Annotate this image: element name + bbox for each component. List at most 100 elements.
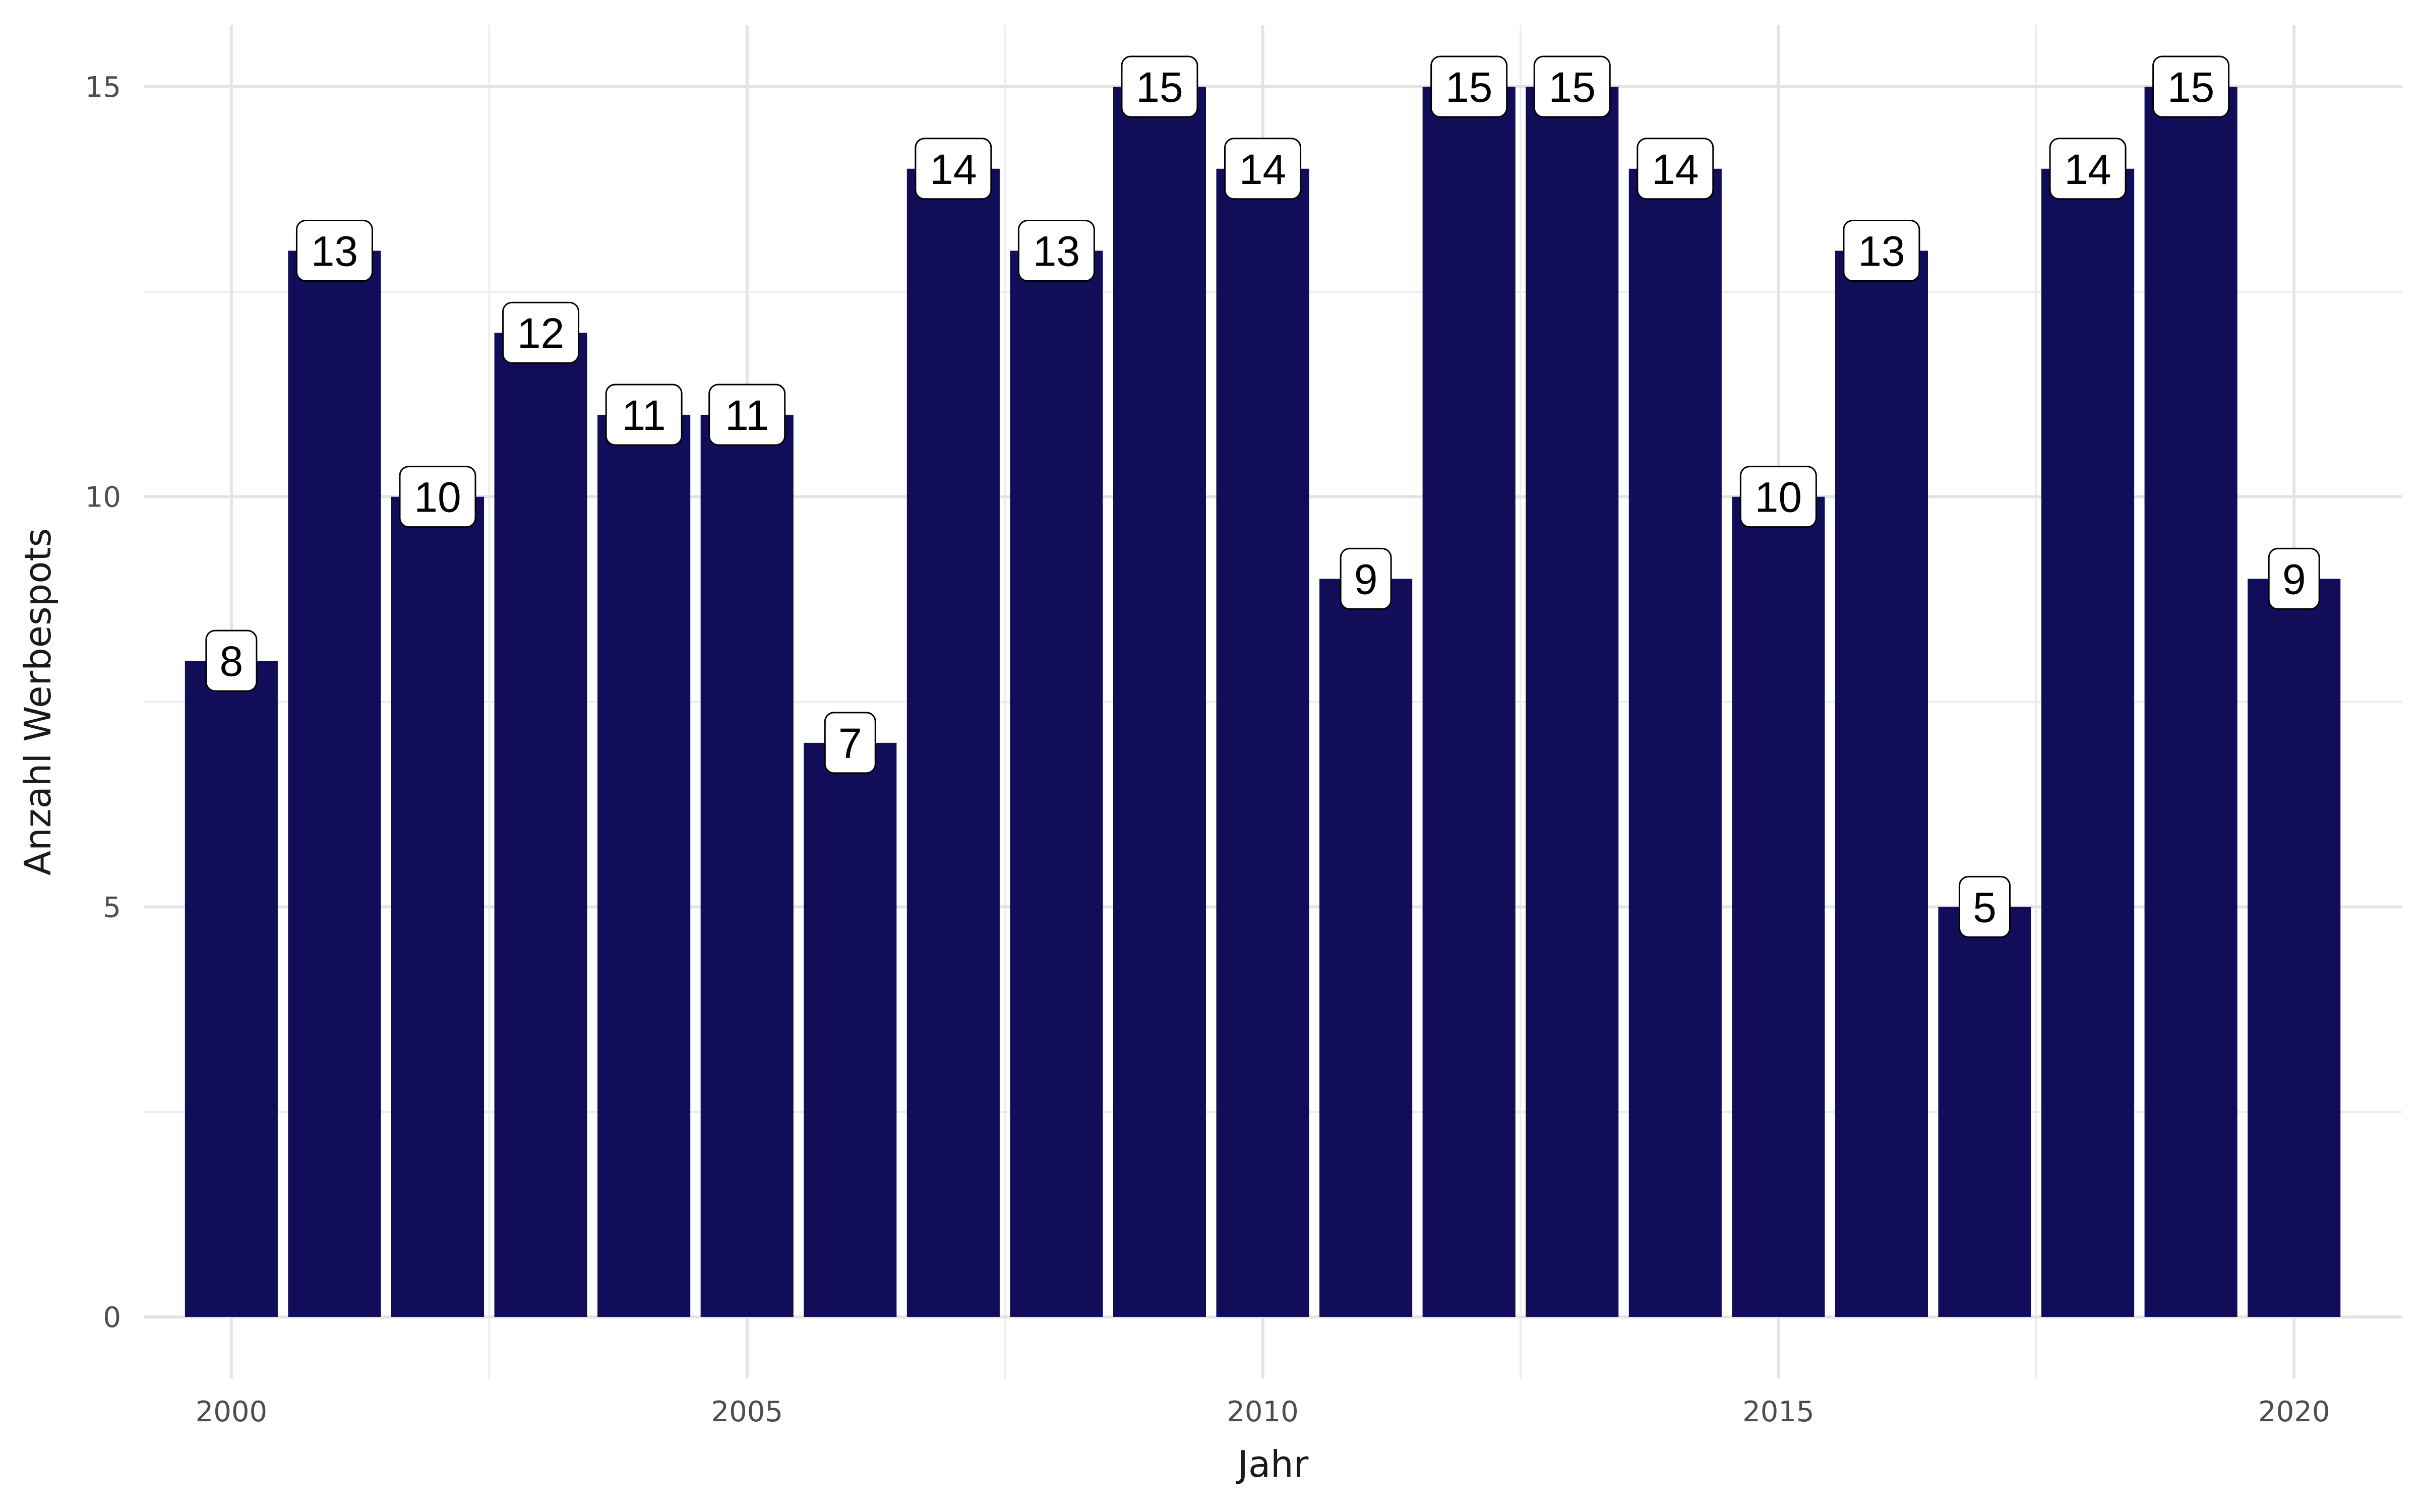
data-label-text: 13 bbox=[1033, 228, 1080, 275]
data-label-box bbox=[295, 220, 373, 282]
data-labels: 8 13 10 12 11 11 7 14 13 15 14 9 15 15 14 10 13 5 14 15 9 bbox=[205, 55, 2320, 938]
bar-2004 bbox=[597, 414, 691, 1317]
data-label-2003: 12 bbox=[502, 301, 580, 364]
data-label-box bbox=[2268, 547, 2320, 610]
x-tick-label: 2020 bbox=[2258, 1396, 2330, 1428]
y-tick-label: 10 bbox=[85, 481, 121, 514]
data-label-2004: 11 bbox=[605, 384, 683, 446]
data-label-box bbox=[1843, 220, 1920, 282]
bar-2017 bbox=[1938, 907, 2031, 1317]
bar-2018 bbox=[2041, 168, 2135, 1317]
bar-2010 bbox=[1216, 168, 1309, 1317]
data-label-box bbox=[1739, 466, 1817, 528]
data-label-2008: 13 bbox=[1017, 220, 1095, 282]
x-axis-title: Jahr bbox=[1236, 1443, 1309, 1485]
bar-2007 bbox=[906, 168, 1000, 1317]
data-label-text: 14 bbox=[930, 146, 977, 193]
data-label-box bbox=[915, 138, 992, 200]
data-label-box bbox=[205, 629, 258, 692]
data-label-2014: 14 bbox=[1637, 138, 1714, 200]
data-label-box bbox=[502, 301, 580, 364]
bar-2003 bbox=[494, 333, 587, 1317]
data-label-text: 5 bbox=[1973, 884, 1996, 931]
data-label-text: 10 bbox=[1755, 474, 1802, 521]
data-label-2015: 10 bbox=[1739, 466, 1817, 528]
data-label-2017: 5 bbox=[1959, 875, 2011, 938]
y-axis-ticks: 0 5 10 15 bbox=[85, 71, 121, 1334]
data-label-text: 15 bbox=[2167, 64, 2214, 111]
data-label-text: 10 bbox=[414, 474, 461, 521]
data-label-text: 12 bbox=[517, 309, 564, 357]
bar-2012 bbox=[1422, 87, 1516, 1317]
data-label-box bbox=[1017, 220, 1095, 282]
x-tick-label: 2005 bbox=[711, 1396, 783, 1428]
data-label-text: 9 bbox=[1354, 555, 1378, 603]
data-label-text: 15 bbox=[1549, 64, 1596, 111]
data-label-2007: 14 bbox=[915, 138, 992, 200]
bar-2002 bbox=[391, 496, 485, 1317]
data-label-2002: 10 bbox=[399, 466, 476, 528]
data-label-text: 8 bbox=[220, 638, 244, 685]
data-label-2019: 15 bbox=[2152, 55, 2230, 118]
bar-2008 bbox=[1010, 250, 1103, 1317]
bar-2013 bbox=[1526, 87, 1619, 1317]
data-label-2010: 14 bbox=[1224, 138, 1302, 200]
data-label-text: 9 bbox=[2282, 555, 2306, 603]
data-label-2016: 13 bbox=[1843, 220, 1920, 282]
data-label-box bbox=[708, 384, 786, 446]
bar-2011 bbox=[1319, 579, 1413, 1317]
bar-2015 bbox=[1732, 496, 1825, 1317]
bar-2001 bbox=[288, 250, 381, 1317]
data-label-2012: 15 bbox=[1430, 55, 1508, 118]
y-tick-label: 15 bbox=[85, 71, 121, 104]
y-tick-label: 0 bbox=[103, 1301, 121, 1334]
data-label-text: 13 bbox=[1858, 228, 1905, 275]
data-label-text: 7 bbox=[838, 720, 862, 767]
data-label-box bbox=[399, 466, 476, 528]
data-label-box bbox=[2152, 55, 2230, 118]
data-label-text: 11 bbox=[725, 392, 769, 439]
data-label-text: 13 bbox=[311, 228, 358, 275]
data-label-2009: 15 bbox=[1121, 55, 1198, 118]
data-label-box bbox=[1340, 547, 1392, 610]
data-label-box bbox=[824, 712, 876, 774]
data-label-box bbox=[1533, 55, 1611, 118]
data-label-2000: 8 bbox=[205, 629, 258, 692]
data-label-2011: 9 bbox=[1340, 547, 1392, 610]
bar-2000 bbox=[185, 661, 278, 1317]
data-label-box bbox=[1430, 55, 1508, 118]
y-tick-label: 5 bbox=[103, 891, 121, 924]
data-label-text: 15 bbox=[1136, 64, 1183, 111]
data-label-2018: 14 bbox=[2049, 138, 2127, 200]
data-label-text: 14 bbox=[2064, 146, 2111, 193]
data-label-box bbox=[605, 384, 683, 446]
bar-2014 bbox=[1628, 168, 1722, 1317]
x-tick-label: 2010 bbox=[1227, 1396, 1299, 1428]
bar-2005 bbox=[700, 414, 794, 1317]
bar-2016 bbox=[1835, 250, 1928, 1317]
bar-2009 bbox=[1113, 87, 1206, 1317]
bar-2006 bbox=[804, 742, 897, 1317]
bar-2020 bbox=[2248, 579, 2341, 1317]
data-label-text: 14 bbox=[1652, 146, 1699, 193]
bars bbox=[185, 87, 2341, 1317]
data-label-2005: 11 bbox=[708, 384, 786, 446]
x-axis-ticks: 2000 2005 2010 2015 2020 bbox=[196, 1396, 2330, 1428]
data-label-box bbox=[2049, 138, 2127, 200]
data-label-2006: 7 bbox=[824, 712, 876, 774]
y-axis-title: Anzahl Werbespots bbox=[17, 528, 59, 875]
data-label-text: 15 bbox=[1445, 64, 1492, 111]
data-label-box bbox=[1637, 138, 1714, 200]
data-label-box bbox=[1121, 55, 1198, 118]
data-label-box bbox=[1224, 138, 1302, 200]
x-tick-label: 2015 bbox=[1742, 1396, 1814, 1428]
data-label-text: 11 bbox=[622, 392, 666, 439]
data-label-2020: 9 bbox=[2268, 547, 2320, 610]
data-label-text: 14 bbox=[1239, 146, 1286, 193]
data-label-2001: 13 bbox=[295, 220, 373, 282]
data-label-2013: 15 bbox=[1533, 55, 1611, 118]
bar-2019 bbox=[2144, 87, 2237, 1317]
x-tick-label: 2000 bbox=[196, 1396, 268, 1428]
